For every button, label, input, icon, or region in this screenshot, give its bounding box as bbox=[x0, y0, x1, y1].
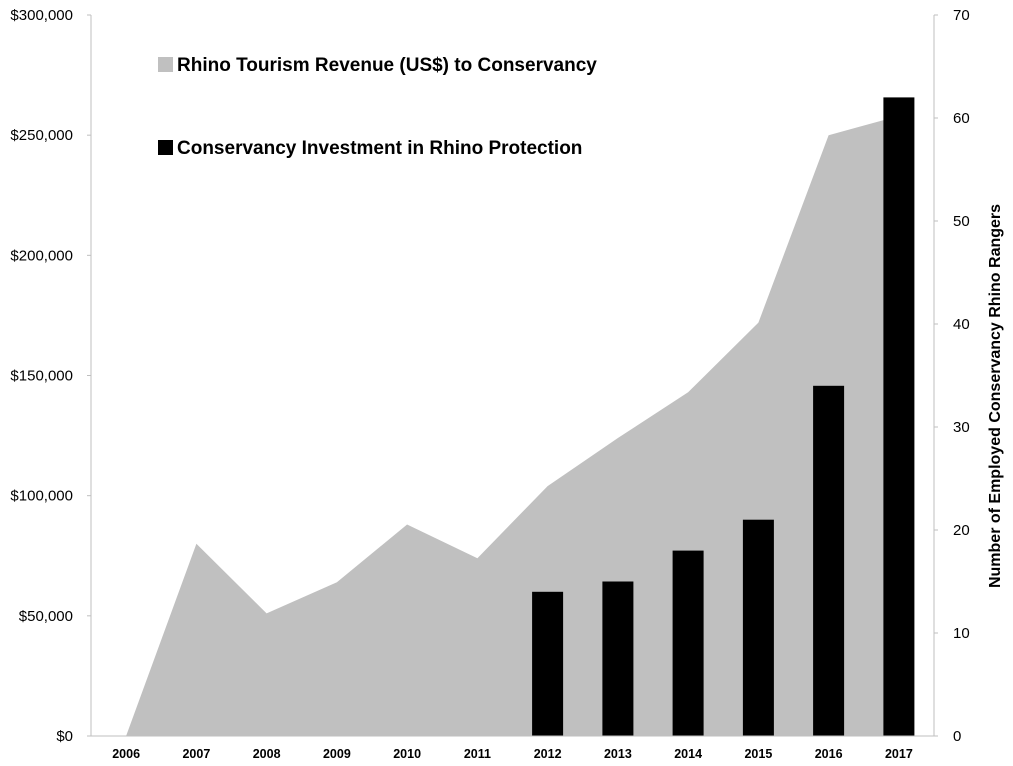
right-tick-label: 10 bbox=[953, 625, 970, 642]
right-tick-label: 50 bbox=[953, 213, 970, 230]
left-axis-ticks: $0 $50,000 $100,000 $150,000 $200,000 $250,00… bbox=[10, 7, 91, 745]
legend-swatch-revenue bbox=[158, 57, 173, 72]
x-tick-label: 2016 bbox=[815, 747, 843, 761]
legend-label-revenue: Rhino Tourism Revenue (US$) to Conservan… bbox=[177, 55, 597, 76]
investment-bar-2016 bbox=[813, 385, 845, 736]
right-axis-title: Number of Employed Conservancy Rhino Ran… bbox=[987, 204, 1004, 588]
x-tick-label: 2010 bbox=[393, 747, 421, 761]
x-tick-label: 2007 bbox=[182, 747, 210, 761]
x-tick-label: 2013 bbox=[604, 747, 632, 761]
left-tick-label: $300,000 bbox=[10, 7, 73, 24]
revenue-area bbox=[126, 115, 899, 736]
investment-bar-2013 bbox=[602, 581, 634, 736]
legend: Rhino Tourism Revenue (US$) to Conservan… bbox=[158, 55, 597, 159]
right-axis-ticks: 0 10 20 30 40 50 60 70 bbox=[934, 7, 970, 745]
legend-label-investment: Conservancy Investment in Rhino Protecti… bbox=[177, 138, 582, 159]
left-tick-label: $250,000 bbox=[10, 127, 73, 144]
x-tick-label: 2009 bbox=[323, 747, 351, 761]
left-tick-label: $150,000 bbox=[10, 368, 73, 385]
x-tick-label: 2015 bbox=[744, 747, 772, 761]
right-tick-label: 70 bbox=[953, 7, 970, 24]
plot-area bbox=[126, 97, 915, 736]
right-tick-label: 30 bbox=[953, 419, 970, 436]
investment-bar-2015 bbox=[742, 519, 774, 736]
x-tick-label: 2012 bbox=[534, 747, 562, 761]
left-tick-label: $0 bbox=[56, 728, 73, 745]
investment-bar-2012 bbox=[532, 591, 564, 736]
investment-bar-2017 bbox=[883, 97, 915, 736]
x-tick-label: 2011 bbox=[464, 747, 491, 761]
x-tick-label: 2014 bbox=[674, 747, 702, 761]
x-tick-label: 2006 bbox=[112, 747, 140, 761]
x-axis-ticks: 2006 2007 2008 2009 2010 2011 2012 2013 2014 2015… bbox=[112, 747, 913, 761]
right-tick-label: 0 bbox=[953, 728, 961, 745]
legend-swatch-investment bbox=[158, 140, 173, 155]
left-tick-label: $100,000 bbox=[10, 488, 73, 505]
right-tick-label: 60 bbox=[953, 110, 970, 127]
x-tick-label: 2008 bbox=[253, 747, 281, 761]
x-tick-label: 2017 bbox=[885, 747, 913, 761]
investment-bar-2014 bbox=[672, 550, 704, 736]
left-tick-label: $200,000 bbox=[10, 247, 73, 264]
right-tick-label: 20 bbox=[953, 522, 970, 539]
left-tick-label: $50,000 bbox=[19, 608, 73, 625]
right-tick-label: 40 bbox=[953, 316, 970, 333]
